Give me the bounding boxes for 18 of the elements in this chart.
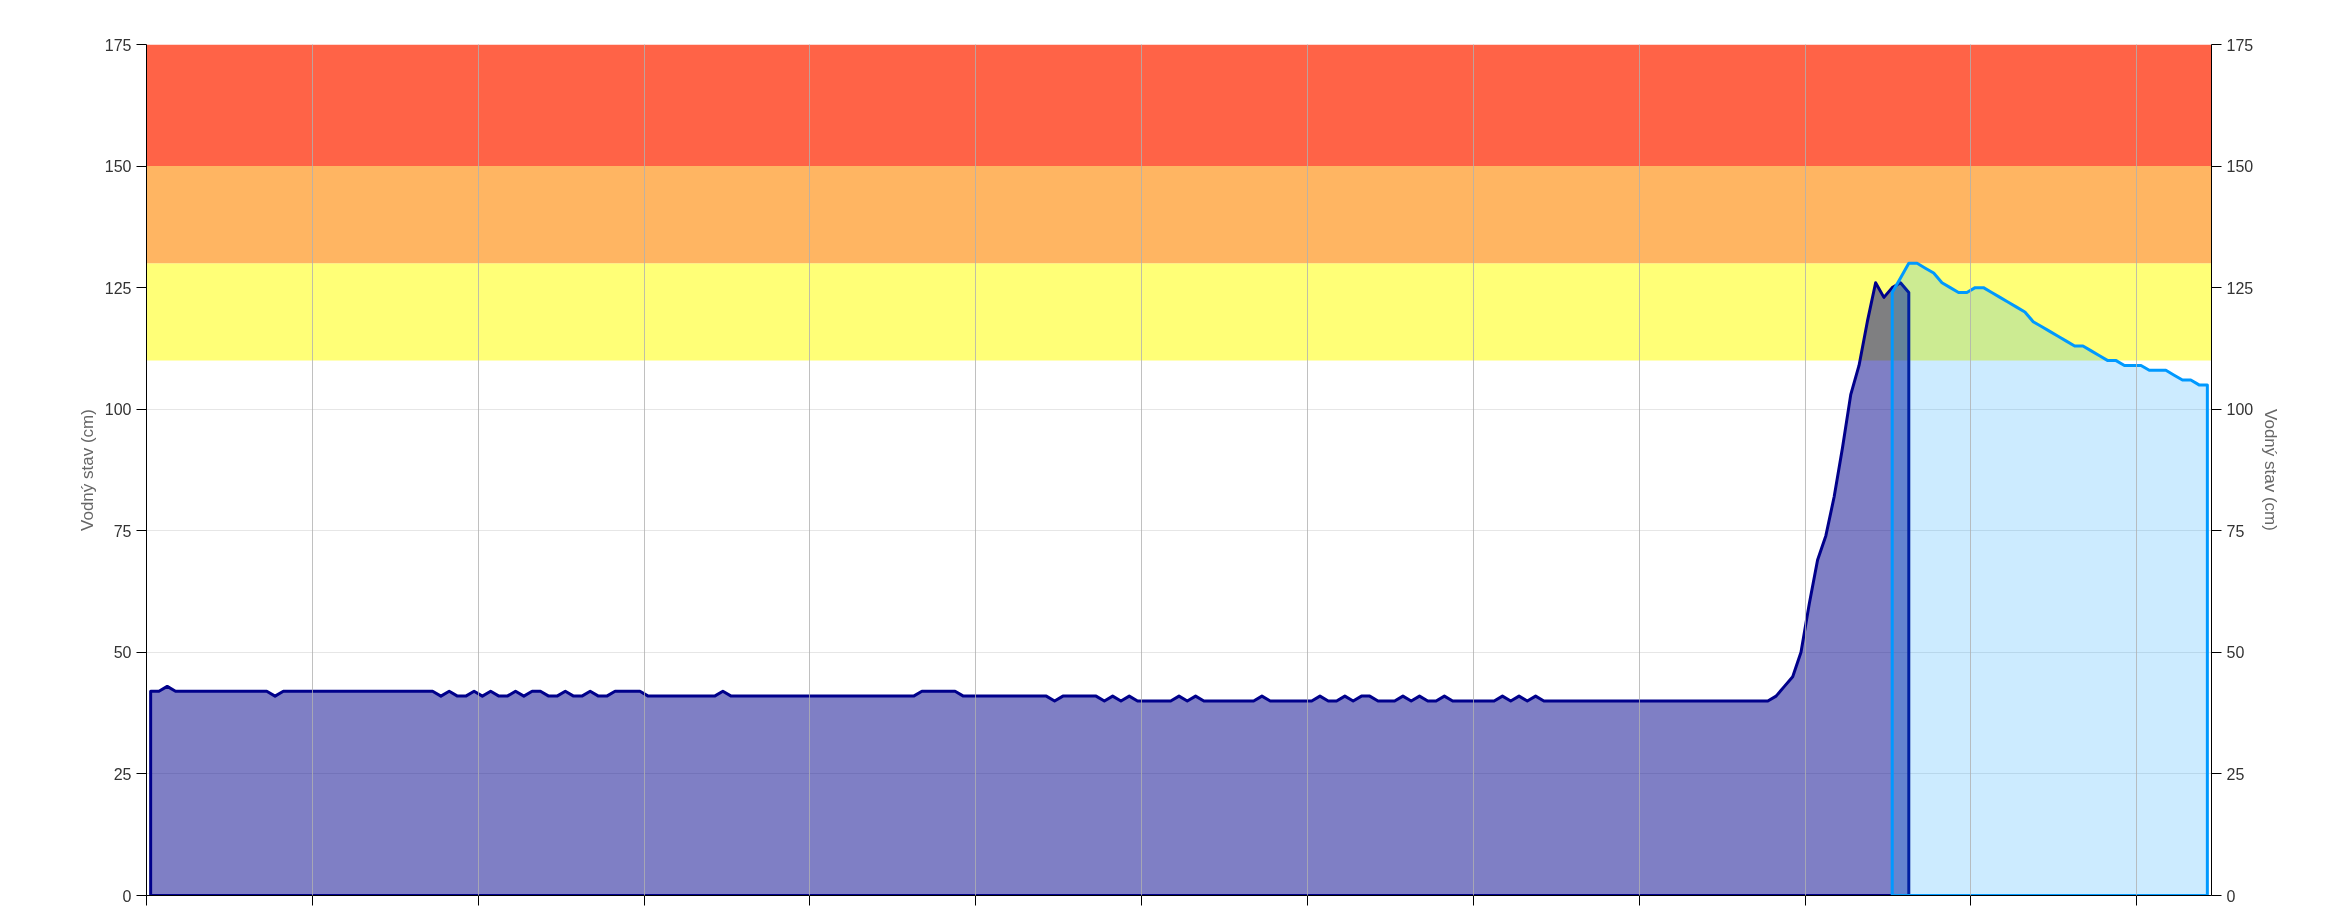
y2-tick-label: 150: [2226, 158, 2254, 176]
y2-tick-label: 100: [2226, 401, 2254, 419]
y2-tick-label: 175: [2226, 36, 2254, 54]
y2-axis-title: Vodný stav (cm): [2261, 409, 2281, 531]
y-tick-label: 125: [104, 279, 132, 297]
y-tick-label: 25: [113, 765, 132, 783]
y-tick-label: 150: [104, 158, 132, 176]
y-tick-label: 100: [104, 401, 132, 419]
y2-tick-label: 25: [2226, 765, 2245, 783]
y2-tick-label: 0: [2226, 887, 2236, 905]
y2-tick-label: 50: [2226, 644, 2245, 662]
y-axis-title: Vodný stav (cm): [77, 409, 97, 531]
y2-tick-label: 125: [2226, 279, 2254, 297]
y-tick-label: 175: [104, 36, 132, 54]
y-tick-label: 50: [113, 644, 132, 662]
y2-tick-label: 75: [2226, 522, 2245, 540]
y-tick-label: 0: [122, 887, 132, 905]
y-tick-label: 75: [113, 522, 132, 540]
